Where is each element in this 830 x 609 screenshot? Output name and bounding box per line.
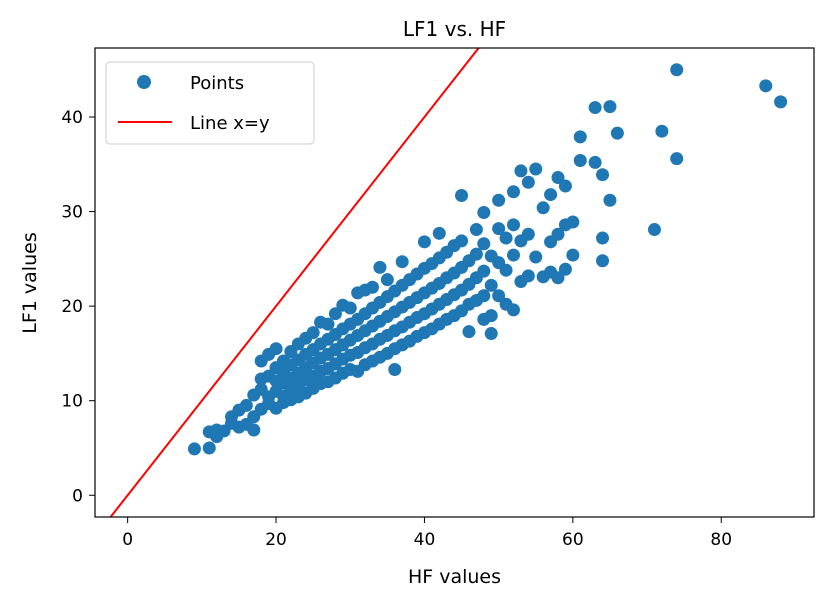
x-tick-label: 20 [265,530,287,550]
scatter-point [328,307,342,321]
scatter-point [529,250,543,264]
scatter-point [551,271,565,285]
scatter-point [544,188,558,202]
scatter-point [529,162,543,176]
scatter-point [492,289,506,303]
scatter-point [521,227,535,241]
scatter-point [343,301,357,315]
scatter-point [655,124,669,138]
scatter-point [521,269,535,283]
x-tick-label: 40 [414,530,436,550]
scatter-point [373,260,387,274]
legend-frame [105,61,315,145]
scatter-point [506,218,520,232]
scatter-point [484,309,498,323]
y-tick-label: 0 [72,486,83,506]
x-tick-label: 60 [562,530,584,550]
y-tick-label: 40 [61,108,83,128]
scatter-point [558,262,572,276]
scatter-point [596,254,610,268]
scatter-point [269,342,283,356]
legend-label-line: Line x=y [190,113,270,134]
legend: Points Line x=y [105,61,315,145]
scatter-point [477,237,491,251]
scatter-point [670,152,684,166]
scatter-point [239,398,253,412]
y-tick-label: 30 [61,203,83,223]
scatter-point [506,303,520,317]
scatter-point [558,179,572,193]
scatter-point [536,201,550,215]
scatter-point [388,362,402,376]
scatter-point [492,222,506,236]
chart-title: LF1 vs. HF [403,17,506,41]
scatter-point [588,101,602,115]
plot-frame [94,47,815,518]
y-axis: 0 10 20 30 40 [61,108,95,506]
scatter-point [247,423,261,437]
scatter-point [551,171,565,185]
scatter-point [566,248,580,262]
x-axis: 0 20 40 60 80 [122,517,732,550]
scatter-point [321,317,335,331]
scatter-point [499,263,513,277]
scatter-point [499,231,513,245]
scatter-point [566,215,580,229]
scatter-point [647,223,661,237]
scatter-point [455,189,469,203]
scatter-point [596,168,610,182]
scatter-point [506,185,520,199]
y-tick-label: 20 [61,297,83,317]
scatter-point [603,100,617,114]
scatter-point [506,248,520,262]
scatter-point [492,193,506,207]
scatter-point [366,280,380,294]
scatter-point [477,289,491,303]
scatter-point [588,155,602,169]
scatter-point [551,227,565,241]
scatter-point [603,193,617,207]
x-axis-label: HF values [408,566,501,588]
scatter-point [432,226,446,240]
scatter-point [462,325,476,339]
scatter-point [455,234,469,248]
scatter-point [573,154,587,168]
y-axis-label: LF1 values [19,232,41,333]
x-tick-label: 0 [122,530,133,550]
scatter-point [187,442,201,456]
scatter-point [573,130,587,144]
reference-line [109,48,480,517]
scatter-point [774,95,788,109]
scatter-point [306,326,320,340]
scatter-point [484,278,498,292]
scatter-point [202,441,216,455]
scatter-point [670,63,684,77]
plot-area [109,48,788,517]
scatter-point [395,255,409,269]
scatter-point [521,175,535,189]
scatter-point [417,235,431,249]
scatter-point [514,164,528,178]
legend-marker-points [137,75,151,89]
legend-label-points: Points [190,73,244,94]
scatter-point [469,247,483,261]
scatter-point [484,327,498,341]
scatter-point [610,126,624,140]
scatter-point [469,223,483,237]
scatter-point [380,273,394,287]
scatter-point [596,231,610,245]
scatter-point [759,79,773,93]
y-tick-label: 10 [61,392,83,412]
scatter-point [477,206,491,220]
scatter-point [477,264,491,278]
x-tick-label: 80 [710,530,732,550]
